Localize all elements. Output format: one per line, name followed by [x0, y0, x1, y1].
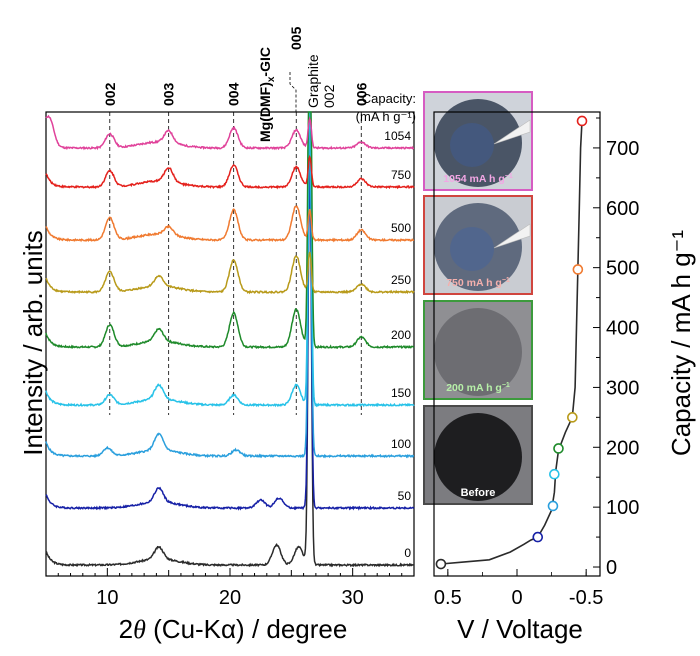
photo-label: 1054 mA h g−1 — [443, 173, 513, 185]
curve-marker-2 — [547, 500, 559, 512]
capacity-label-1054: 1054 — [384, 129, 411, 143]
xrd-panel: 10 20 30 002 003 004 005 006 0 50 100 150 200 250 50… — [18, 26, 416, 644]
xrd-y-axis-label: Intensity / arb. units — [18, 230, 48, 455]
xrd-reference-lines — [109, 112, 362, 415]
curve-marker-1 — [532, 531, 544, 543]
xrd-tick-label: 10 — [96, 587, 118, 609]
xrd-trace-250 — [45, 251, 415, 295]
electrode-tint — [450, 123, 494, 167]
voltage-x-tick-label: 0.5 — [434, 587, 462, 609]
charge-curve-markers — [435, 115, 588, 570]
capacity-label-50: 50 — [398, 489, 412, 503]
voltage-x-tick-label: 0 — [511, 587, 522, 609]
electrode-tint — [450, 227, 494, 271]
xrd-trace-200 — [45, 111, 415, 350]
xrd-trace-0 — [45, 144, 415, 568]
curve-marker-0 — [435, 558, 447, 570]
capacity-label-0: 0 — [404, 546, 411, 560]
xrd-x-ticks: 10 20 30 — [45, 568, 415, 609]
voltage-y-tick-label: 300 — [606, 377, 639, 399]
capacity-label-500: 500 — [391, 221, 411, 235]
tweezer-tip — [493, 223, 531, 249]
xrd-trace-150 — [45, 111, 415, 408]
peak-label-004: 004 — [226, 82, 242, 106]
voltage-y-tick-label: 200 — [606, 437, 639, 459]
gic-leader-line — [289, 72, 297, 112]
voltage-y-tick-label: 0 — [606, 557, 617, 579]
peak-label-002: 002 — [102, 82, 118, 106]
curve-marker-4 — [553, 443, 564, 454]
capacity-label-150: 150 — [391, 386, 411, 400]
xrd-trace-750 — [45, 154, 415, 190]
electrode-disc — [434, 413, 522, 501]
electrode-photo-3: Before — [423, 405, 533, 505]
xrd-peak-labels: 002 003 004 005 006 — [102, 26, 369, 106]
capacity-label-750: 750 — [391, 168, 411, 182]
capacity-header-line2: (mA h g⁻¹) — [356, 109, 416, 124]
electrode-disc — [434, 203, 522, 291]
voltage-y-axis-label: Capacity / mA h g⁻¹ — [666, 230, 696, 456]
xrd-trace-50 — [45, 168, 415, 511]
voltage-y-tick-label: 400 — [606, 318, 639, 340]
peak-label-006: 006 — [353, 82, 369, 106]
capacity-label-250: 250 — [391, 273, 411, 287]
curve-marker-7 — [576, 115, 588, 127]
photo-label: 200 mA h g−1 — [446, 382, 510, 394]
graphite-label: Graphite — [305, 54, 321, 108]
photo-label: 750 mA h g−1 — [446, 277, 510, 289]
voltage-y-tick-label: 600 — [606, 198, 639, 220]
xrd-tick-label: 30 — [342, 587, 364, 609]
electrode-disc — [434, 99, 522, 187]
curve-marker-3 — [549, 468, 560, 480]
voltage-x-axis-label: V / Voltage — [457, 614, 583, 644]
tweezer-tip — [493, 119, 531, 145]
gic-label: Mg(DMF)x-GIC — [257, 47, 277, 142]
xrd-trace-100 — [45, 125, 415, 459]
electrode-photo-0: 1054 mA h g−1 — [423, 91, 533, 191]
xrd-traces — [45, 111, 415, 568]
electrode-photo-1: 750 mA h g−1 — [423, 195, 533, 295]
voltage-x-tick-label: -0.5 — [569, 587, 603, 609]
electrode-photo-2: 200 mA h g−1 — [423, 300, 533, 400]
voltage-y-tick-label: 500 — [606, 258, 639, 280]
capacity-label-100: 100 — [391, 437, 411, 451]
xrd-trace-500 — [45, 205, 415, 243]
xrd-trace-1054 — [45, 114, 415, 151]
capacity-header-line1: Capacity: — [362, 91, 416, 106]
voltage-y-tick-label: 100 — [606, 497, 639, 519]
xrd-tick-label: 20 — [219, 587, 241, 609]
photo-label: Before — [461, 487, 496, 499]
electrode-photos: 1054 mA h g−1 750 mA h g−1 200 mA h g−1 Bef… — [423, 91, 533, 505]
electrode-disc — [434, 308, 522, 396]
xrd-x-axis-label: 2θ (Cu-Kα) / degree — [119, 614, 348, 644]
curve-marker-5 — [567, 412, 578, 423]
voltage-y-tick-label: 700 — [606, 138, 639, 160]
capacity-label-200: 200 — [391, 328, 411, 342]
charge-curve-line — [440, 120, 583, 565]
curve-marker-6 — [572, 264, 584, 275]
graphite-002-label: 002 — [321, 84, 337, 108]
peak-label-003: 003 — [161, 82, 177, 106]
peak-label-005: 005 — [288, 26, 304, 50]
xrd-capacity-labels: 0 50 100 150 200 250 500 750 1054 — [384, 129, 411, 560]
